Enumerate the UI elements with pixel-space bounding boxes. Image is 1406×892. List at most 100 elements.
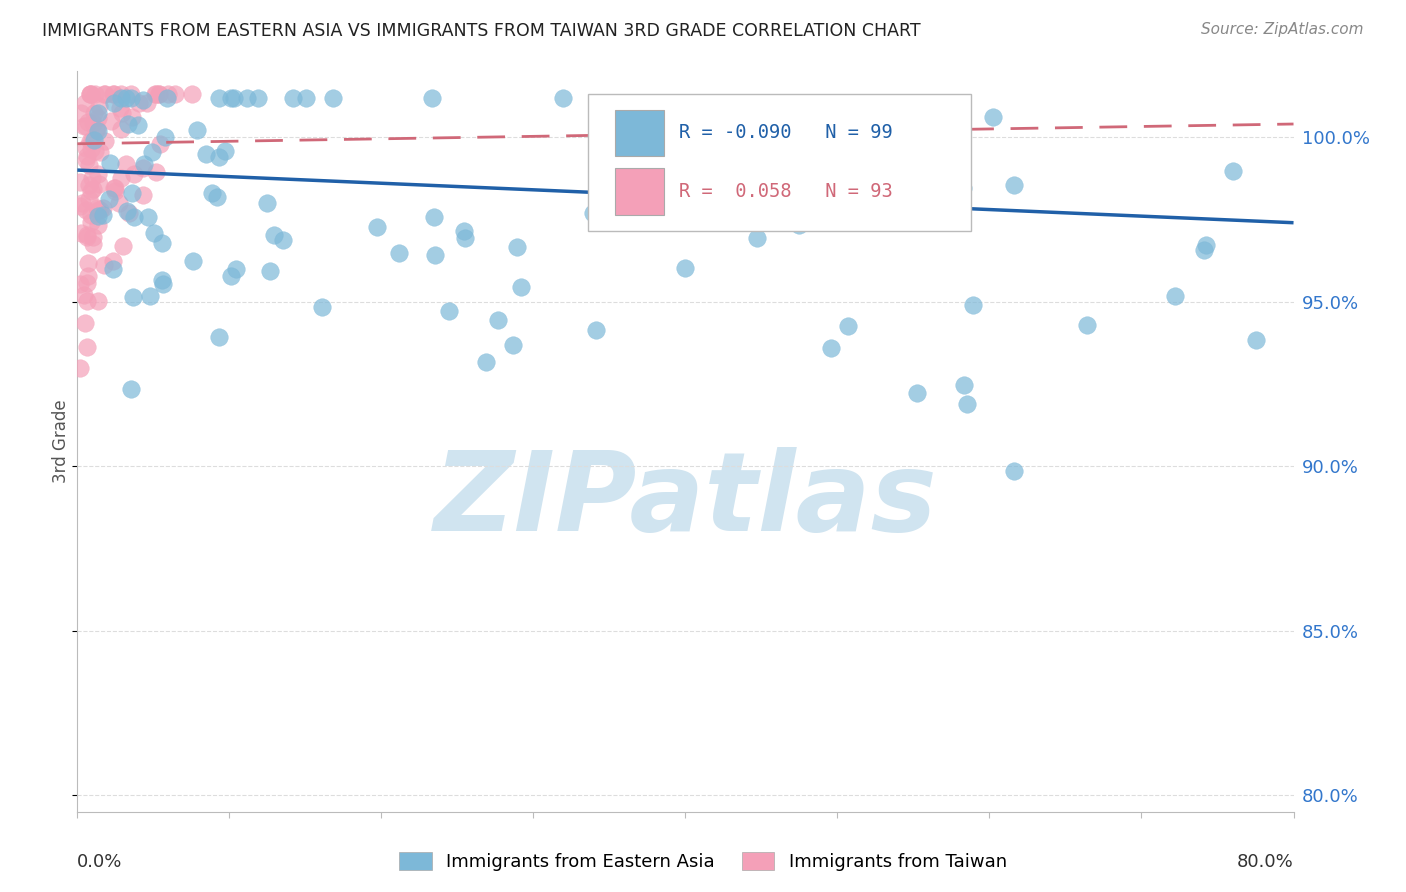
Point: [97, 192, 120, 206]
Point: [108, 196, 131, 211]
Point: [76, 256, 98, 270]
Point: [115, 91, 138, 105]
Point: [122, 167, 145, 181]
Point: [506, 240, 529, 254]
Point: [420, 91, 443, 105]
Point: [104, 181, 127, 195]
Point: [136, 95, 159, 110]
Point: [122, 290, 145, 304]
Point: [219, 269, 242, 284]
Point: [86, 122, 108, 136]
Point: [141, 145, 163, 160]
Point: [103, 95, 125, 110]
Point: [79, 87, 101, 102]
Point: [917, 196, 939, 211]
Point: [110, 87, 132, 102]
Point: [82, 116, 104, 130]
Point: [87, 202, 110, 217]
Point: [981, 110, 1004, 124]
Point: [77, 269, 100, 284]
Point: [225, 262, 247, 277]
Point: [134, 157, 156, 171]
Point: [89, 203, 111, 218]
Point: [69, 175, 91, 189]
Point: [110, 171, 132, 186]
Point: [156, 91, 179, 105]
Point: [132, 188, 155, 202]
Point: [588, 132, 610, 146]
Point: [271, 233, 294, 247]
Point: [121, 186, 143, 201]
Point: [76, 228, 98, 243]
Point: [101, 253, 124, 268]
Point: [83, 87, 105, 102]
Point: [222, 91, 245, 105]
Point: [69, 199, 91, 213]
Text: R =  0.058   N = 93: R = 0.058 N = 93: [679, 182, 893, 201]
Point: [148, 87, 170, 102]
Point: [437, 304, 460, 318]
Point: [142, 226, 165, 240]
Point: [80, 133, 103, 147]
Point: [77, 178, 100, 192]
Point: [263, 227, 285, 242]
Point: [120, 91, 142, 105]
Point: [128, 95, 150, 110]
Bar: [614, 169, 664, 215]
Point: [820, 341, 842, 355]
Point: [82, 171, 104, 186]
Point: [80, 208, 103, 222]
Point: [149, 136, 172, 151]
Point: [80, 142, 103, 156]
Point: [585, 323, 607, 337]
Point: [127, 118, 149, 132]
Point: [103, 181, 125, 195]
Point: [73, 120, 96, 134]
Point: [75, 119, 97, 133]
Point: [423, 210, 446, 224]
Point: [76, 148, 98, 162]
Point: [103, 87, 125, 102]
Point: [136, 210, 159, 224]
Point: [121, 111, 143, 125]
Text: 0.0%: 0.0%: [77, 854, 122, 871]
Legend: Immigrants from Eastern Asia, Immigrants from Taiwan: Immigrants from Eastern Asia, Immigrants…: [392, 845, 1014, 879]
Point: [453, 224, 475, 238]
Point: [84, 122, 107, 136]
Point: [962, 297, 984, 311]
Point: [82, 229, 104, 244]
Point: [1164, 289, 1187, 303]
Point: [69, 360, 91, 375]
Point: [86, 294, 108, 309]
Point: [150, 236, 173, 251]
Point: [661, 127, 683, 141]
Point: [103, 87, 125, 102]
Point: [80, 87, 103, 102]
Point: [755, 104, 778, 119]
Point: [214, 144, 236, 158]
Point: [118, 206, 141, 220]
Point: [82, 181, 104, 195]
Point: [157, 87, 180, 102]
Point: [673, 260, 696, 275]
Point: [138, 289, 160, 303]
Point: [76, 340, 98, 354]
Point: [837, 318, 859, 333]
Point: [110, 122, 132, 136]
Point: [423, 248, 446, 262]
Point: [76, 276, 98, 290]
Point: [502, 338, 524, 352]
Point: [94, 87, 117, 102]
Point: [77, 115, 100, 129]
Point: [208, 150, 231, 164]
Point: [1194, 237, 1216, 252]
Point: [747, 231, 769, 245]
Point: [72, 195, 94, 210]
Point: [150, 273, 173, 287]
Point: [87, 167, 110, 181]
Point: [221, 91, 243, 105]
Point: [79, 184, 101, 198]
Point: [89, 145, 111, 159]
Point: [73, 287, 96, 301]
Y-axis label: 3rd Grade: 3rd Grade: [52, 400, 70, 483]
